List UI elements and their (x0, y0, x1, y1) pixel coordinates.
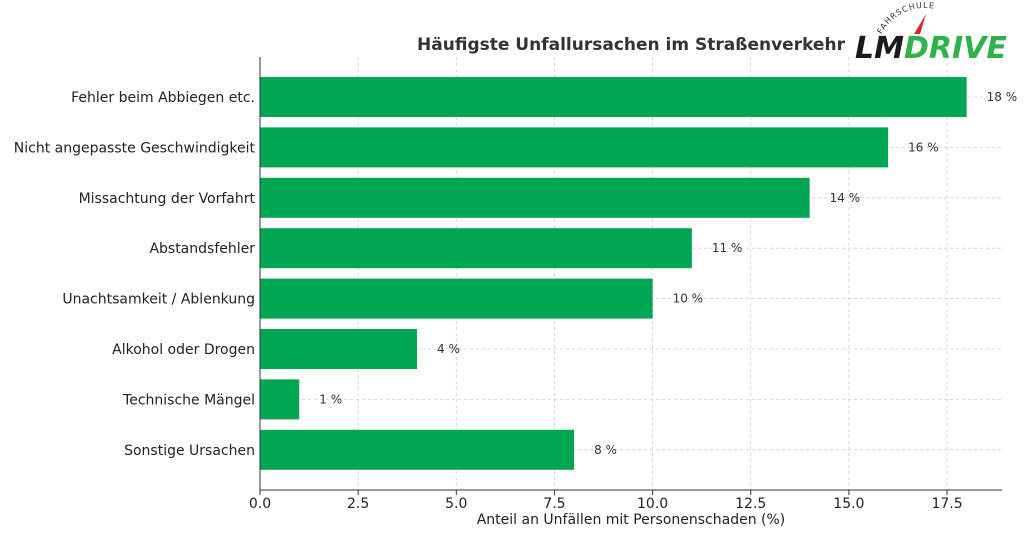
category-label: Abstandsfehler (149, 241, 255, 257)
logo-drive: DRIVE (904, 31, 1007, 66)
category-label: Technische Mängel (122, 392, 255, 408)
logo-lm: LM (855, 31, 904, 66)
bar (260, 228, 692, 269)
x-tick-label: 17.5 (931, 496, 962, 512)
x-tick-label: 7.5 (543, 496, 565, 512)
x-tick-labels: 0.0 2.5 5.0 7.5 10.0 12.5 15.0 17.5 (249, 490, 963, 512)
bar (260, 278, 653, 319)
data-label: 8 % (594, 443, 617, 457)
bar (260, 379, 300, 420)
x-tick-label: 10.0 (637, 496, 668, 512)
category-label: Alkohol oder Drogen (112, 342, 255, 358)
data-label: 1 % (319, 392, 342, 406)
category-label: Missachtung der Vorfahrt (79, 191, 256, 207)
category-labels: Fehler beim Abbiegen etc. Nicht angepasst… (14, 90, 256, 459)
bar (260, 177, 810, 218)
data-label: 10 % (673, 292, 704, 306)
bar (260, 429, 575, 470)
chart-title: Häufigste Unfallursachen im Straßenverke… (417, 35, 846, 55)
needle-icon (914, 14, 926, 34)
data-label: 4 % (437, 342, 460, 356)
data-label: 14 % (830, 191, 861, 205)
axes (259, 57, 1002, 491)
category-label: Nicht angepasste Geschwindigkeit (14, 140, 256, 156)
data-label: 18 % (987, 90, 1018, 104)
category-label: Sonstige Ursachen (124, 443, 255, 459)
data-label: 11 % (712, 241, 743, 255)
lm-drive-logo: FAHRSCHULE LM DRIVE (855, 1, 1007, 66)
bars (260, 77, 967, 470)
data-labels: 18 % 16 % 14 % 11 % 10 % 4 % 1 % 8 % (319, 90, 1017, 457)
x-tick-label: 5.0 (445, 496, 467, 512)
grid (259, 57, 1002, 490)
x-axis-label: Anteil an Unfällen mit Personenschaden (… (477, 512, 786, 528)
bar (260, 77, 967, 117)
bar (260, 329, 418, 369)
x-tick-label: 15.0 (833, 496, 864, 512)
category-label: Fehler beim Abbiegen etc. (71, 90, 255, 106)
x-tick-label: 12.5 (735, 496, 766, 512)
bar (260, 127, 889, 168)
category-label: Unachtsamkeit / Ablenkung (62, 292, 255, 308)
x-tick-label: 2.5 (347, 496, 369, 512)
x-tick-label: 0.0 (249, 496, 271, 512)
data-label: 16 % (908, 140, 939, 154)
